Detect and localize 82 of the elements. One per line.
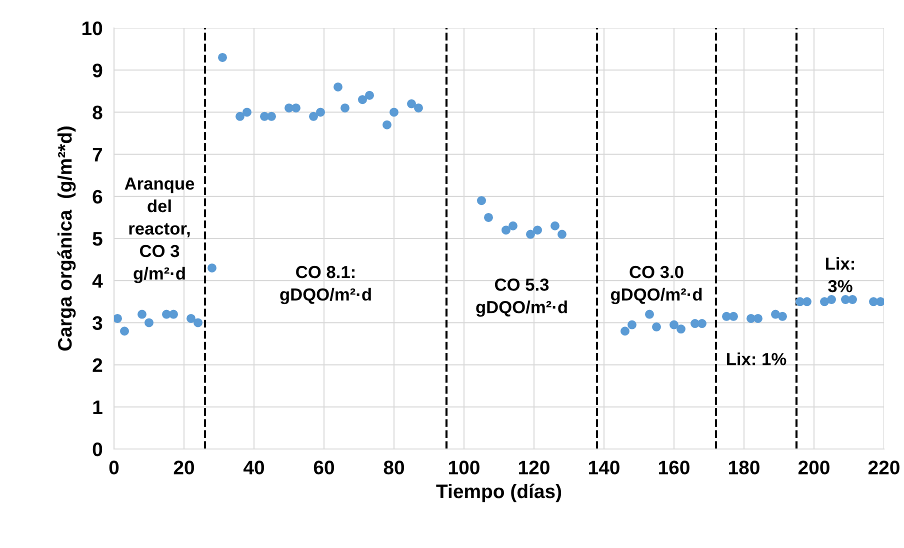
x-tick-label: 0 bbox=[109, 460, 119, 474]
point bbox=[138, 310, 146, 319]
point bbox=[508, 221, 518, 230]
point bbox=[778, 312, 787, 321]
y-tick-label: 7 bbox=[92, 148, 102, 162]
x-tick-label: 40 bbox=[243, 460, 264, 474]
point bbox=[645, 310, 654, 319]
point bbox=[628, 320, 636, 330]
x-tick-label: 20 bbox=[174, 460, 194, 474]
annotation: Aranque del reactor, CO 3 g/m²·d bbox=[124, 178, 194, 284]
point bbox=[334, 82, 342, 92]
annotation: Lix: 3% bbox=[826, 257, 854, 292]
x-tick-label: 160 bbox=[659, 460, 690, 474]
y-tick-label: 6 bbox=[92, 190, 102, 204]
point bbox=[754, 314, 762, 323]
y-tick-label: 5 bbox=[92, 232, 102, 246]
point bbox=[358, 95, 367, 104]
annotation: Lix: 1% bbox=[727, 352, 786, 366]
point bbox=[533, 226, 542, 235]
point bbox=[848, 295, 857, 304]
point bbox=[876, 297, 884, 306]
point bbox=[292, 103, 300, 112]
y-tick-label: 4 bbox=[92, 274, 103, 288]
x-axis-title: Tiempo (días) bbox=[436, 484, 562, 502]
point bbox=[802, 297, 812, 306]
point bbox=[144, 318, 154, 328]
point bbox=[558, 230, 566, 239]
annotation: CO 8.1: gDQO/m²·d bbox=[280, 266, 371, 304]
point bbox=[484, 212, 493, 222]
point bbox=[316, 108, 325, 117]
point bbox=[365, 90, 374, 100]
point bbox=[652, 322, 661, 332]
point bbox=[194, 318, 202, 328]
point bbox=[114, 314, 122, 323]
point bbox=[390, 108, 398, 117]
point bbox=[746, 314, 756, 323]
point bbox=[236, 112, 244, 121]
point bbox=[670, 320, 678, 330]
x-tick-label: 100 bbox=[449, 460, 480, 474]
point bbox=[309, 112, 318, 121]
point bbox=[676, 324, 686, 334]
point bbox=[186, 314, 196, 323]
point bbox=[502, 226, 510, 235]
point bbox=[407, 99, 416, 108]
point bbox=[841, 295, 850, 304]
x-tick-label: 200 bbox=[798, 460, 830, 474]
x-tick-label: 80 bbox=[384, 460, 404, 474]
point bbox=[120, 326, 129, 336]
x-tick-label: 60 bbox=[314, 460, 334, 474]
point bbox=[526, 230, 535, 239]
point bbox=[620, 326, 630, 336]
point bbox=[827, 295, 836, 304]
point bbox=[208, 263, 216, 272]
point bbox=[340, 103, 350, 112]
point bbox=[169, 310, 178, 319]
x-tick-label: 120 bbox=[519, 460, 550, 474]
point bbox=[550, 221, 560, 230]
x-tick-label: 140 bbox=[589, 460, 620, 474]
point bbox=[267, 112, 276, 121]
annotation: CO 5.3 gDQO/m²·d bbox=[476, 278, 567, 317]
point bbox=[382, 120, 392, 130]
y-tick-label: 0 bbox=[92, 442, 102, 456]
point bbox=[218, 52, 227, 62]
point bbox=[414, 103, 423, 112]
y-axis-title: Carga orgánica (g/m²*d) bbox=[57, 126, 76, 351]
x-tick-label: 220 bbox=[868, 460, 900, 474]
annotation: CO 3.0 gDQO/m²·d bbox=[610, 266, 702, 304]
y-tick-label: 8 bbox=[92, 106, 102, 120]
point bbox=[771, 310, 780, 319]
x-tick-label: 180 bbox=[729, 460, 760, 474]
point bbox=[729, 312, 738, 321]
y-tick-label: 10 bbox=[82, 21, 102, 36]
y-tick-label: 1 bbox=[93, 400, 102, 414]
point bbox=[242, 108, 252, 117]
point bbox=[820, 297, 829, 306]
y-tick-label: 2 bbox=[92, 358, 102, 372]
y-tick-label: 9 bbox=[92, 64, 102, 78]
point bbox=[284, 103, 294, 112]
point bbox=[690, 319, 700, 328]
point bbox=[698, 319, 706, 328]
y-tick-label: 3 bbox=[92, 316, 102, 330]
point bbox=[477, 196, 486, 206]
